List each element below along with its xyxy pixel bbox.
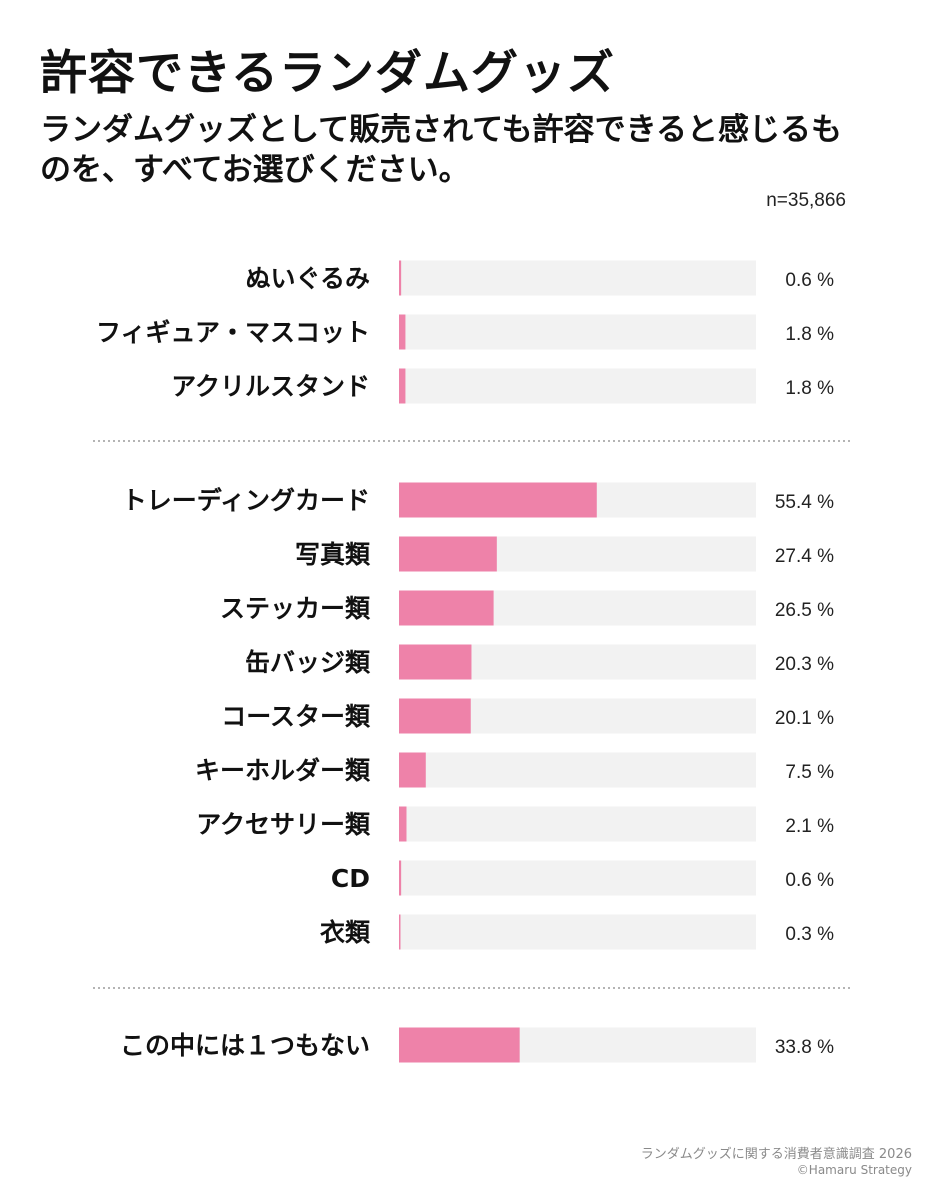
value-label: 0.6 % bbox=[785, 870, 834, 891]
category-label: コースター類 bbox=[221, 702, 371, 731]
bar-track bbox=[399, 368, 756, 404]
sample-size: n=35,866 bbox=[766, 190, 846, 211]
value-label: 0.3 % bbox=[785, 924, 834, 945]
value-label: 20.3 % bbox=[775, 654, 834, 675]
bar bbox=[399, 752, 426, 788]
category-label: この中には１つもない bbox=[120, 1031, 370, 1060]
bar bbox=[399, 314, 406, 350]
category-label: トレーディングカード bbox=[122, 486, 370, 515]
value-label: 1.8 % bbox=[785, 324, 834, 345]
bar bbox=[399, 806, 407, 842]
category-label: ぬいぐるみ bbox=[245, 264, 370, 293]
bar bbox=[399, 590, 494, 626]
bar bbox=[399, 860, 402, 896]
value-label: 2.1 % bbox=[785, 816, 834, 837]
chart-title: 許容できるランダムグッズ bbox=[40, 46, 616, 101]
bar-track bbox=[399, 314, 756, 350]
bar bbox=[399, 1027, 520, 1063]
bar-track bbox=[399, 752, 756, 788]
value-label: 0.6 % bbox=[785, 270, 834, 291]
value-label: 33.8 % bbox=[775, 1037, 834, 1058]
category-label: CD bbox=[331, 864, 370, 893]
value-label: 7.5 % bbox=[785, 762, 834, 783]
value-label: 1.8 % bbox=[785, 378, 834, 399]
bar bbox=[399, 482, 597, 518]
bar-track bbox=[399, 914, 756, 950]
bar bbox=[399, 914, 401, 950]
category-label: キーホルダー類 bbox=[195, 756, 371, 785]
footer-copyright: ©Hamaru Strategy bbox=[796, 1163, 912, 1177]
value-label: 27.4 % bbox=[775, 546, 834, 567]
category-label: フィギュア・マスコット bbox=[96, 318, 370, 347]
value-label: 26.5 % bbox=[775, 600, 834, 621]
bar bbox=[399, 260, 402, 296]
footer-source: ランダムグッズに関する消費者意識調査 2026 bbox=[640, 1147, 912, 1162]
category-label: 缶バッジ類 bbox=[245, 648, 371, 677]
value-label: 55.4 % bbox=[775, 492, 834, 513]
value-label: 20.1 % bbox=[775, 708, 834, 729]
bar bbox=[399, 536, 497, 572]
category-label: 写真類 bbox=[295, 540, 371, 569]
chart-subtitle: ランダムグッズとして販売されても許容できると感じるものを、すべてお選びください。 bbox=[40, 112, 842, 188]
bar bbox=[399, 368, 406, 404]
bar-track bbox=[399, 860, 756, 896]
category-label: ステッカー類 bbox=[220, 594, 371, 623]
category-label: アクセサリー類 bbox=[196, 810, 371, 839]
bar bbox=[399, 698, 471, 734]
category-label: 衣類 bbox=[320, 918, 371, 947]
bar bbox=[399, 644, 472, 680]
category-label: アクリルスタンド bbox=[171, 372, 370, 401]
bar-track bbox=[399, 260, 756, 296]
bar-track bbox=[399, 806, 756, 842]
